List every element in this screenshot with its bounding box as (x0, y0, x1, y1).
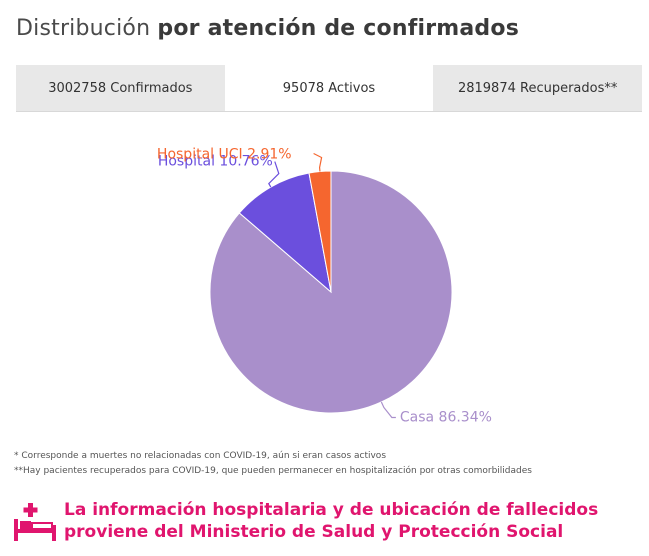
tab-bar: 3002758 Confirmados 95078 Activos 281987… (16, 65, 642, 112)
pie-chart-container: Casa 86.34% Hospital 10.76% Hospital UCI 2… (0, 112, 649, 442)
pie-slice-1 (238, 172, 332, 294)
footnote-2: **Hay pacientes recuperados para COVID-1… (14, 466, 532, 476)
title-regular: Distribución (16, 16, 151, 41)
pie-label-2: Hospital UCI 2.91% (157, 147, 292, 163)
pie-label-1: Hospital 10.76% (158, 154, 273, 170)
pie-leader-line-2 (313, 152, 323, 172)
title-bold: por atención de confirmados (157, 16, 519, 41)
tab-activos[interactable]: 95078 Activos (224, 65, 434, 111)
info-text: La información hospitalaria y de ubicaci… (64, 499, 598, 543)
tab-recuperados[interactable]: 2819874 Recuperados** (457, 80, 618, 96)
pie-leader-line-0 (380, 401, 396, 419)
footnote-1: * Corresponde a muertes no relacionadas … (14, 451, 387, 461)
info-text-line-2: proviene del Ministerio de Salud y Prote… (64, 522, 564, 542)
pie-label-0: Casa 86.34% (400, 409, 492, 425)
info-text-line-1: La información hospitalaria y de ubicaci… (64, 500, 599, 520)
page-title: Distribución por atención de confirmados (16, 16, 519, 41)
tab-confirmados[interactable]: 3002758 Confirmados (48, 80, 193, 96)
pie-chart: Casa 86.34% Hospital 10.76%Hospital UCI 2… (157, 147, 492, 426)
info-banner: La información hospitalaria y de ubicaci… (14, 499, 598, 547)
hospital-bed-icon (14, 503, 56, 541)
footnotes: * Corresponde a muertes no relacionadas … (14, 449, 532, 479)
pie-slice-2 (308, 170, 332, 293)
pie-leader-line-1 (268, 161, 280, 188)
